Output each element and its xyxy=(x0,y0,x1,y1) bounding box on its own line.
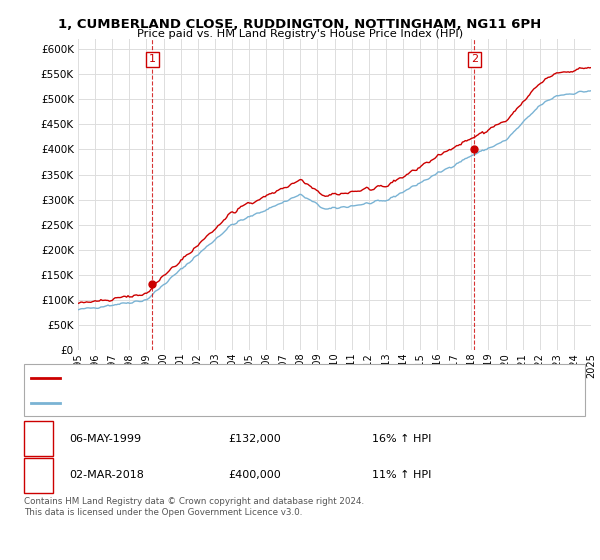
Text: Contains HM Land Registry data © Crown copyright and database right 2024.
This d: Contains HM Land Registry data © Crown c… xyxy=(24,497,364,517)
Text: 11% ↑ HPI: 11% ↑ HPI xyxy=(372,470,431,480)
Text: £400,000: £400,000 xyxy=(228,470,281,480)
Text: 1, CUMBERLAND CLOSE, RUDDINGTON, NOTTINGHAM, NG11 6PH: 1, CUMBERLAND CLOSE, RUDDINGTON, NOTTING… xyxy=(58,18,542,31)
Text: 1, CUMBERLAND CLOSE, RUDDINGTON, NOTTINGHAM, NG11 6PH (detached house): 1, CUMBERLAND CLOSE, RUDDINGTON, NOTTING… xyxy=(65,374,473,384)
Text: 2: 2 xyxy=(35,470,42,480)
Text: £132,000: £132,000 xyxy=(228,434,281,444)
Text: 02-MAR-2018: 02-MAR-2018 xyxy=(69,470,144,480)
Text: 2: 2 xyxy=(470,54,478,64)
Text: Price paid vs. HM Land Registry's House Price Index (HPI): Price paid vs. HM Land Registry's House … xyxy=(137,29,463,39)
Text: 1: 1 xyxy=(35,434,42,444)
Text: HPI: Average price, detached house, Rushcliffe: HPI: Average price, detached house, Rush… xyxy=(65,398,293,408)
Text: 1: 1 xyxy=(149,54,156,64)
Text: 16% ↑ HPI: 16% ↑ HPI xyxy=(372,434,431,444)
Text: 06-MAY-1999: 06-MAY-1999 xyxy=(69,434,141,444)
